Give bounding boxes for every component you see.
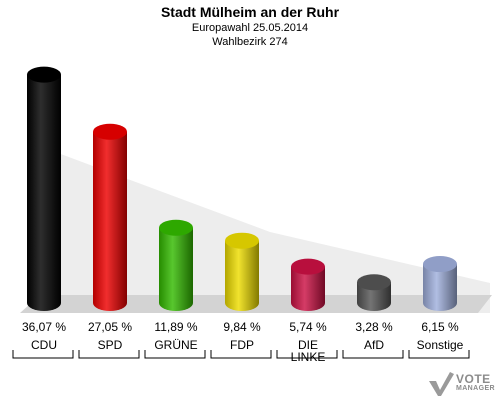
bar-top-afd [357,274,391,291]
category-label-fdp: FDP [230,338,254,352]
bar-sonstige [423,256,457,311]
value-label-sonstige: 6,15 % [421,320,459,334]
value-label-spd: 27,05 % [88,320,132,334]
bar-group [27,66,457,311]
category-label-cdu: CDU [31,338,57,352]
value-label-fdp: 9,84 % [223,320,261,334]
chart-backdrop [30,150,490,313]
chart-title: Stadt Mülheim an der Ruhr [160,4,340,20]
category-label-afd: AfD [364,338,384,352]
category-label-sonstige: Sonstige [417,338,464,352]
bar-body-spd [93,131,127,311]
bar-top-sonstige [423,256,457,273]
bar-body-sonstige [423,264,457,311]
category-bracket-sonstige [408,350,470,359]
watermark-line-1: VOTE [456,372,491,386]
category-label-die-linke-2: LINKE [291,350,326,364]
chart-subtitle-date: Europawahl 25.05.2014 [191,22,309,34]
category-bracket-spd [78,350,140,359]
bar-body-gruene [159,227,193,311]
value-label-gruene: 11,89 % [154,320,197,334]
category-bracket-afd [342,350,404,359]
value-label-die-linke: 5,74 % [289,320,327,334]
category-bracket-cdu [12,350,74,359]
bar-body-cdu [27,74,61,311]
bar-body-fdp [225,240,259,311]
vote-manager-logo-icon [429,372,454,396]
chart-subtitle-district: Wahlbezirk 274 [212,36,288,48]
bar-spd [93,123,127,311]
chart-title-block: Stadt Mülheim an der Ruhr Europawahl 25.… [0,4,500,49]
bar-gruene [159,219,193,311]
bar-top-fdp [225,232,259,249]
bar-fdp [225,232,259,311]
bar-top-die-linke [291,258,325,275]
bar-body-afd [357,282,391,311]
category-axis [12,350,470,359]
bar-die-linke [291,258,325,311]
category-bracket-die-linke [276,350,338,359]
watermark-line-2: MANAGER [456,385,495,392]
value-label-afd: 3,28 % [355,320,393,334]
bar-top-spd [93,123,127,140]
category-bracket-fdp [210,350,272,359]
value-label-cdu: 36,07 % [22,320,66,334]
category-label-spd: SPD [98,338,123,352]
category-label-die-linke-1: DIE [298,338,318,352]
value-label-group: 36,07 % 27,05 % 11,89 % 9,84 % 5,74 % 3,28 % 6… [22,320,459,334]
category-bracket-gruene [144,350,206,359]
bar-body-die-linke [291,266,325,311]
vote-manager-watermark: VOTE MANAGER [426,368,500,398]
bar-top-cdu [27,66,61,83]
bar-cdu [27,66,61,311]
category-label-gruene: GRÜNE [154,338,197,352]
bar-afd [357,274,391,311]
bar-top-gruene [159,219,193,236]
